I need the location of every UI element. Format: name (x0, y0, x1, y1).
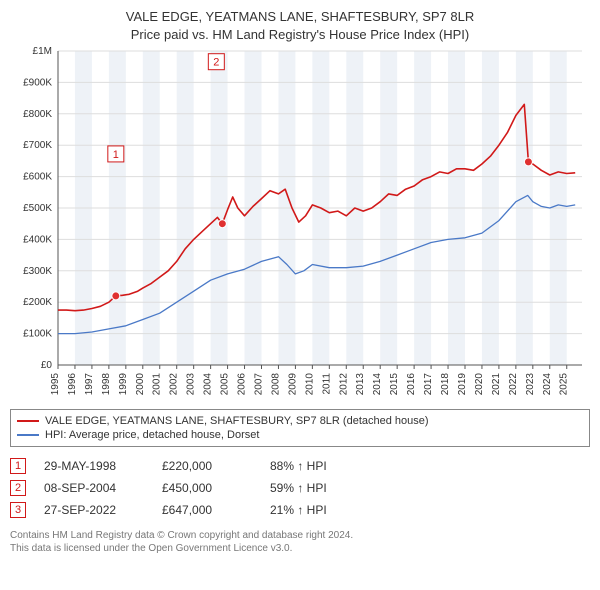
sales-table: 1 29-MAY-1998 £220,000 88% ↑ HPI 2 08-SEP-200… (10, 455, 590, 521)
svg-text:2018: 2018 (440, 373, 451, 396)
svg-text:2017: 2017 (423, 373, 434, 396)
sale-price: £220,000 (162, 459, 252, 473)
svg-text:2020: 2020 (474, 373, 485, 396)
svg-text:£1M: £1M (33, 46, 52, 57)
svg-text:1996: 1996 (67, 373, 78, 396)
footer-line2: This data is licensed under the Open Gov… (10, 542, 590, 555)
sale-hpi: 21% ↑ HPI (270, 503, 380, 517)
svg-text:1999: 1999 (118, 373, 129, 396)
svg-text:£900K: £900K (23, 77, 52, 88)
svg-text:2007: 2007 (253, 373, 264, 396)
svg-text:£400K: £400K (23, 234, 52, 245)
svg-text:2024: 2024 (542, 373, 553, 396)
sale-price: £647,000 (162, 503, 252, 517)
chart-title-line2: Price paid vs. HM Land Registry's House … (10, 26, 590, 44)
svg-text:1995: 1995 (50, 373, 61, 396)
legend: VALE EDGE, YEATMANS LANE, SHAFTESBURY, S… (10, 409, 590, 447)
sale-hpi: 59% ↑ HPI (270, 481, 380, 495)
sale-row: 2 08-SEP-2004 £450,000 59% ↑ HPI (10, 477, 590, 499)
svg-text:2013: 2013 (355, 373, 366, 396)
svg-text:£600K: £600K (23, 172, 52, 183)
svg-text:2009: 2009 (287, 373, 298, 396)
svg-text:2004: 2004 (203, 373, 214, 396)
svg-text:2002: 2002 (169, 373, 180, 396)
svg-text:2006: 2006 (237, 373, 248, 396)
sale-hpi: 88% ↑ HPI (270, 459, 380, 473)
legend-label: VALE EDGE, YEATMANS LANE, SHAFTESBURY, S… (45, 415, 429, 427)
svg-text:2008: 2008 (270, 373, 281, 396)
svg-text:£800K: £800K (23, 109, 52, 120)
svg-text:2019: 2019 (457, 373, 468, 396)
sale-date: 29-MAY-1998 (44, 459, 144, 473)
svg-text:2022: 2022 (508, 373, 519, 396)
svg-text:£700K: £700K (23, 140, 52, 151)
legend-item: VALE EDGE, YEATMANS LANE, SHAFTESBURY, S… (17, 414, 583, 428)
sale-marker: 3 (10, 502, 26, 518)
legend-swatch (17, 420, 39, 422)
sale-row: 1 29-MAY-1998 £220,000 88% ↑ HPI (10, 455, 590, 477)
svg-text:£100K: £100K (23, 329, 52, 340)
svg-text:1997: 1997 (84, 373, 95, 396)
svg-text:2014: 2014 (372, 373, 383, 396)
svg-text:2021: 2021 (491, 373, 502, 396)
svg-text:£0: £0 (41, 360, 53, 371)
svg-text:2025: 2025 (559, 373, 570, 396)
svg-text:2010: 2010 (304, 373, 315, 396)
legend-label: HPI: Average price, detached house, Dors… (45, 429, 259, 441)
svg-text:2000: 2000 (135, 373, 146, 396)
legend-item: HPI: Average price, detached house, Dors… (17, 428, 583, 442)
sale-marker: 1 (10, 458, 26, 474)
footer-line1: Contains HM Land Registry data © Crown c… (10, 529, 590, 542)
svg-text:£500K: £500K (23, 203, 52, 214)
sale-price: £450,000 (162, 481, 252, 495)
svg-text:2012: 2012 (338, 373, 349, 396)
svg-text:2011: 2011 (321, 373, 332, 395)
svg-text:1998: 1998 (101, 373, 112, 396)
chart-title-line1: VALE EDGE, YEATMANS LANE, SHAFTESBURY, S… (10, 8, 590, 26)
svg-text:£300K: £300K (23, 266, 52, 277)
svg-text:2005: 2005 (220, 373, 231, 396)
svg-text:2023: 2023 (525, 373, 536, 396)
legend-swatch (17, 434, 39, 436)
sale-row: 3 27-SEP-2022 £647,000 21% ↑ HPI (10, 499, 590, 521)
svg-text:2016: 2016 (406, 373, 417, 396)
svg-text:2003: 2003 (186, 373, 197, 396)
svg-text:2015: 2015 (389, 373, 400, 396)
svg-text:2: 2 (213, 57, 219, 69)
sale-date: 27-SEP-2022 (44, 503, 144, 517)
svg-text:£200K: £200K (23, 297, 52, 308)
price-chart: £0 £100K £200K £300K £400K £500K £600K £700K £80… (10, 43, 590, 403)
svg-text:1: 1 (113, 149, 119, 161)
svg-text:2001: 2001 (152, 373, 163, 396)
sale-date: 08-SEP-2004 (44, 481, 144, 495)
sale-marker: 2 (10, 480, 26, 496)
